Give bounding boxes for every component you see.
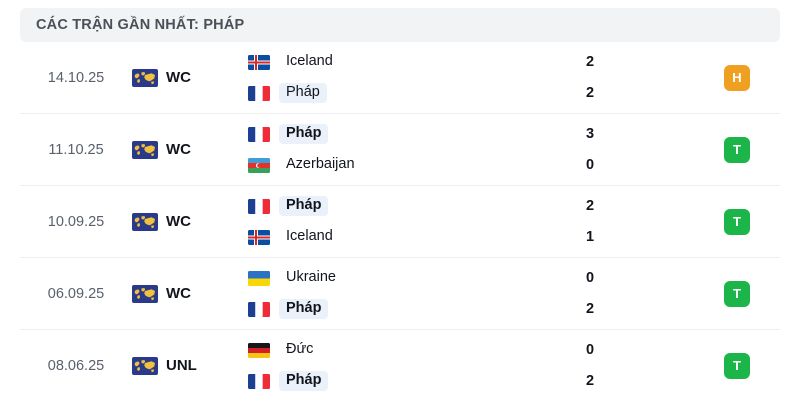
status-badge[interactable]: T bbox=[724, 208, 750, 235]
away-team-name: Pháp bbox=[279, 299, 329, 319]
home-team[interactable]: Iceland bbox=[248, 52, 544, 73]
competition-cell[interactable]: UNL bbox=[132, 356, 232, 375]
result-cell: T bbox=[694, 352, 780, 379]
home-score: 2 bbox=[586, 198, 595, 214]
teams-cell: Ukraine Pháp bbox=[232, 268, 544, 320]
away-team[interactable]: Pháp bbox=[248, 371, 544, 392]
home-team-name: Đức bbox=[286, 341, 314, 358]
competition-cell[interactable]: WC bbox=[132, 284, 232, 303]
away-team[interactable]: Iceland bbox=[248, 227, 544, 248]
competition-label: WC bbox=[166, 141, 191, 158]
iceland-flag bbox=[248, 54, 270, 70]
away-score: 2 bbox=[586, 373, 595, 389]
result-cell: T bbox=[694, 136, 780, 163]
result-cell: T bbox=[694, 208, 780, 235]
page-title: CÁC TRẬN GẦN NHẤT: PHÁP bbox=[36, 17, 245, 33]
competition-cell[interactable]: WC bbox=[132, 68, 232, 87]
france-flag bbox=[248, 85, 270, 101]
away-team[interactable]: Pháp bbox=[248, 83, 544, 104]
away-team[interactable]: Azerbaijan bbox=[248, 155, 544, 176]
world-map-icon bbox=[132, 68, 158, 87]
home-team-name: Ukraine bbox=[286, 269, 336, 286]
world-map-icon bbox=[132, 284, 158, 303]
home-score: 0 bbox=[586, 342, 595, 358]
home-score: 3 bbox=[586, 126, 595, 142]
teams-cell: Pháp Iceland bbox=[232, 196, 544, 248]
match-row[interactable]: 08.06.25 UNL Đức Pháp 0 2 T bbox=[20, 330, 780, 401]
match-date: 14.10.25 bbox=[47, 69, 105, 86]
away-score: 0 bbox=[586, 157, 595, 173]
match-row[interactable]: 11.10.25 WC Pháp Azerbaijan 3 0 T bbox=[20, 114, 780, 186]
match-date: 08.06.25 bbox=[47, 357, 105, 374]
ukraine-flag bbox=[248, 270, 270, 286]
france-flag bbox=[248, 126, 270, 142]
home-team-name: Iceland bbox=[286, 53, 333, 70]
germany-flag bbox=[248, 342, 270, 358]
home-team[interactable]: Đức bbox=[248, 340, 544, 361]
home-score: 2 bbox=[586, 54, 595, 70]
away-team-name: Pháp bbox=[279, 83, 327, 103]
match-list: 14.10.25 WC Iceland Pháp 2 2 H 11.10.25 WC Pháp Az… bbox=[0, 42, 800, 401]
teams-cell: Pháp Azerbaijan bbox=[232, 124, 544, 176]
home-team-name: Pháp bbox=[279, 124, 329, 144]
away-score: 1 bbox=[586, 229, 595, 245]
status-badge[interactable]: H bbox=[724, 64, 750, 91]
france-flag bbox=[248, 373, 270, 389]
match-date: 10.09.25 bbox=[47, 213, 105, 230]
status-badge[interactable]: T bbox=[724, 136, 750, 163]
away-team-name: Pháp bbox=[279, 371, 329, 391]
away-team-name: Iceland bbox=[286, 228, 333, 245]
home-team[interactable]: Ukraine bbox=[248, 268, 544, 289]
status-badge[interactable]: T bbox=[724, 352, 750, 379]
result-cell: H bbox=[694, 64, 780, 91]
status-badge[interactable]: T bbox=[724, 280, 750, 307]
home-score: 0 bbox=[586, 270, 595, 286]
away-team-name: Azerbaijan bbox=[286, 156, 355, 173]
world-map-icon bbox=[132, 140, 158, 159]
teams-cell: Iceland Pháp bbox=[232, 52, 544, 104]
away-team[interactable]: Pháp bbox=[248, 299, 544, 320]
competition-label: WC bbox=[166, 69, 191, 86]
home-team-name: Pháp bbox=[279, 196, 329, 216]
section-header: CÁC TRẬN GẦN NHẤT: PHÁP bbox=[20, 8, 780, 42]
teams-cell: Đức Pháp bbox=[232, 340, 544, 392]
competition-label: WC bbox=[166, 213, 191, 230]
competition-cell[interactable]: WC bbox=[132, 212, 232, 231]
home-team[interactable]: Pháp bbox=[248, 124, 544, 145]
result-cell: T bbox=[694, 280, 780, 307]
france-flag bbox=[248, 198, 270, 214]
match-date: 11.10.25 bbox=[48, 141, 104, 158]
azerbaijan-flag bbox=[248, 157, 270, 173]
match-row[interactable]: 06.09.25 WC Ukraine Pháp 0 2 T bbox=[20, 258, 780, 330]
competition-label: UNL bbox=[166, 357, 197, 374]
match-date: 06.09.25 bbox=[47, 285, 105, 302]
competition-cell[interactable]: WC bbox=[132, 140, 232, 159]
iceland-flag bbox=[248, 229, 270, 245]
home-team[interactable]: Pháp bbox=[248, 196, 544, 217]
away-score: 2 bbox=[586, 301, 595, 317]
world-map-icon bbox=[132, 356, 158, 375]
world-map-icon bbox=[132, 212, 158, 231]
away-score: 2 bbox=[586, 85, 595, 101]
match-row[interactable]: 10.09.25 WC Pháp Iceland 2 1 T bbox=[20, 186, 780, 258]
match-row[interactable]: 14.10.25 WC Iceland Pháp 2 2 H bbox=[20, 42, 780, 114]
france-flag bbox=[248, 301, 270, 317]
competition-label: WC bbox=[166, 285, 191, 302]
